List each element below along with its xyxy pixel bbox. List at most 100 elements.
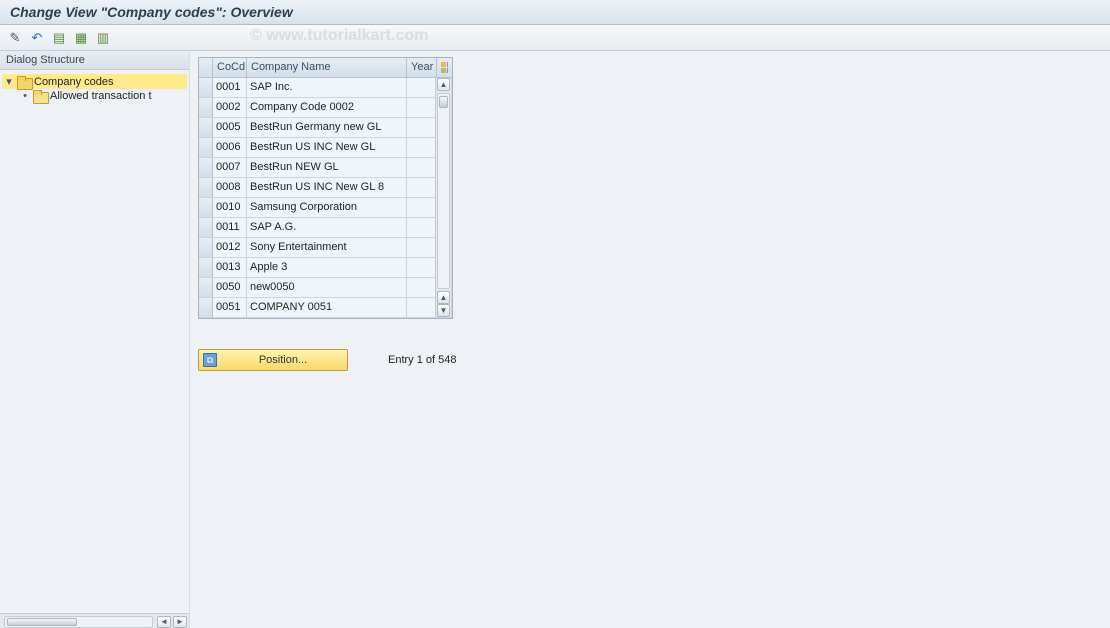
table-icon: ▥ [97,31,109,44]
cell-company-name[interactable]: BestRun Germany new GL [247,118,407,137]
cell-company-name[interactable]: Company Code 0002 [247,98,407,117]
row-marker[interactable] [199,278,213,297]
scrollbar-track[interactable] [437,93,450,289]
tree-node-company-codes[interactable]: ▾ Company codes [2,74,187,89]
tree-horizontal-scrollbar[interactable]: ◄ ► [0,613,189,628]
scrollbar-thumb[interactable] [439,96,448,108]
watermark: © www.tutorialkart.com [250,27,428,45]
save-icon: ▤ [53,31,65,44]
cell-year[interactable] [407,218,437,237]
tree-node-label: Allowed transaction t [50,90,152,102]
page-title: Change View "Company codes": Overview [0,0,1110,25]
row-marker[interactable] [199,218,213,237]
scroll-up-step-button[interactable]: ▲ [437,291,450,304]
row-marker[interactable] [199,78,213,97]
cell-cocd[interactable]: 0012 [213,238,247,257]
cell-company-name[interactable]: BestRun US INC New GL 8 [247,178,407,197]
undo-icon: ↶ [32,31,43,44]
cell-cocd[interactable]: 0007 [213,158,247,177]
row-marker[interactable] [199,98,213,117]
cell-company-name[interactable]: Apple 3 [247,258,407,277]
dialog-structure-panel: Dialog Structure ▾ Company codes • Allow… [0,51,190,628]
cell-cocd[interactable]: 0002 [213,98,247,117]
tree-node-allowed-transaction[interactable]: • Allowed transaction t [2,89,187,103]
table-row[interactable]: 0005BestRun Germany new GL [199,118,452,138]
scroll-up-button[interactable]: ▲ [437,78,450,91]
cell-company-name[interactable]: SAP A.G. [247,218,407,237]
row-marker[interactable] [199,118,213,137]
row-marker-header [199,58,213,77]
cell-cocd[interactable]: 0051 [213,298,247,317]
cell-year[interactable] [407,178,437,197]
folder-closed-icon [33,90,47,102]
dialog-structure-tree: ▾ Company codes • Allowed transaction t [0,70,189,613]
toolbar-save-button[interactable]: ▤ [50,29,68,47]
column-header-year[interactable]: Year [407,58,437,77]
scrollbar-thumb[interactable] [7,618,77,626]
cell-company-name[interactable]: Sony Entertainment [247,238,407,257]
table-row[interactable]: 0010Samsung Corporation [199,198,452,218]
scroll-left-button[interactable]: ◄ [157,616,171,628]
cell-cocd[interactable]: 0011 [213,218,247,237]
cell-year[interactable] [407,138,437,157]
table-row[interactable]: 0013Apple 3 [199,258,452,278]
scroll-right-button[interactable]: ► [173,616,187,628]
cell-year[interactable] [407,278,437,297]
cell-company-name[interactable]: BestRun NEW GL [247,158,407,177]
toolbar-edit-button[interactable]: ✎ [6,29,24,47]
cell-company-name[interactable]: SAP Inc. [247,78,407,97]
column-header-company-name[interactable]: Company Name [247,58,407,77]
table-row[interactable]: 0001SAP Inc. [199,78,452,98]
toolbar-table-button[interactable]: ▥ [94,29,112,47]
cell-year[interactable] [407,238,437,257]
cell-company-name[interactable]: COMPANY 0051 [247,298,407,317]
folder-open-icon [17,76,31,88]
scroll-down-button[interactable]: ▼ [437,304,450,317]
cell-year[interactable] [407,118,437,137]
dialog-structure-header: Dialog Structure [0,51,189,70]
company-codes-grid: CoCd Company Name Year 0001SAP Inc.0002C… [198,57,453,319]
grid-vertical-scrollbar[interactable]: ▲ ▲ ▼ [435,78,451,317]
cell-year[interactable] [407,298,437,317]
cell-company-name[interactable]: new0050 [247,278,407,297]
row-marker[interactable] [199,238,213,257]
cell-cocd[interactable]: 0013 [213,258,247,277]
table-row[interactable]: 0006BestRun US INC New GL [199,138,452,158]
tree-node-label: Company codes [34,76,114,88]
table-row[interactable]: 0011SAP A.G. [199,218,452,238]
cell-year[interactable] [407,158,437,177]
position-icon: ⧉ [203,353,217,367]
row-marker[interactable] [199,178,213,197]
cell-cocd[interactable]: 0010 [213,198,247,217]
cell-cocd[interactable]: 0050 [213,278,247,297]
position-button[interactable]: ⧉ Position... [198,349,348,371]
grid-config-button[interactable] [437,58,452,77]
table-row[interactable]: 0051COMPANY 0051 [199,298,452,318]
cell-year[interactable] [407,78,437,97]
content-area: CoCd Company Name Year 0001SAP Inc.0002C… [190,51,1110,628]
table-row[interactable]: 0008BestRun US INC New GL 8 [199,178,452,198]
table-row[interactable]: 0050new0050 [199,278,452,298]
cell-company-name[interactable]: BestRun US INC New GL [247,138,407,157]
cell-cocd[interactable]: 0008 [213,178,247,197]
cell-cocd[interactable]: 0006 [213,138,247,157]
toolbar-save-variant-button[interactable]: ▦ [72,29,90,47]
row-marker[interactable] [199,138,213,157]
toolbar-undo-button[interactable]: ↶ [28,29,46,47]
table-row[interactable]: 0012Sony Entertainment [199,238,452,258]
row-marker[interactable] [199,298,213,317]
main-area: Dialog Structure ▾ Company codes • Allow… [0,51,1110,628]
cell-cocd[interactable]: 0005 [213,118,247,137]
cell-year[interactable] [407,198,437,217]
cell-year[interactable] [407,98,437,117]
column-header-cocd[interactable]: CoCd [213,58,247,77]
table-row[interactable]: 0002Company Code 0002 [199,98,452,118]
row-marker[interactable] [199,158,213,177]
cell-company-name[interactable]: Samsung Corporation [247,198,407,217]
row-marker[interactable] [199,198,213,217]
cell-year[interactable] [407,258,437,277]
scrollbar-track[interactable] [4,616,153,628]
table-row[interactable]: 0007BestRun NEW GL [199,158,452,178]
row-marker[interactable] [199,258,213,277]
cell-cocd[interactable]: 0001 [213,78,247,97]
